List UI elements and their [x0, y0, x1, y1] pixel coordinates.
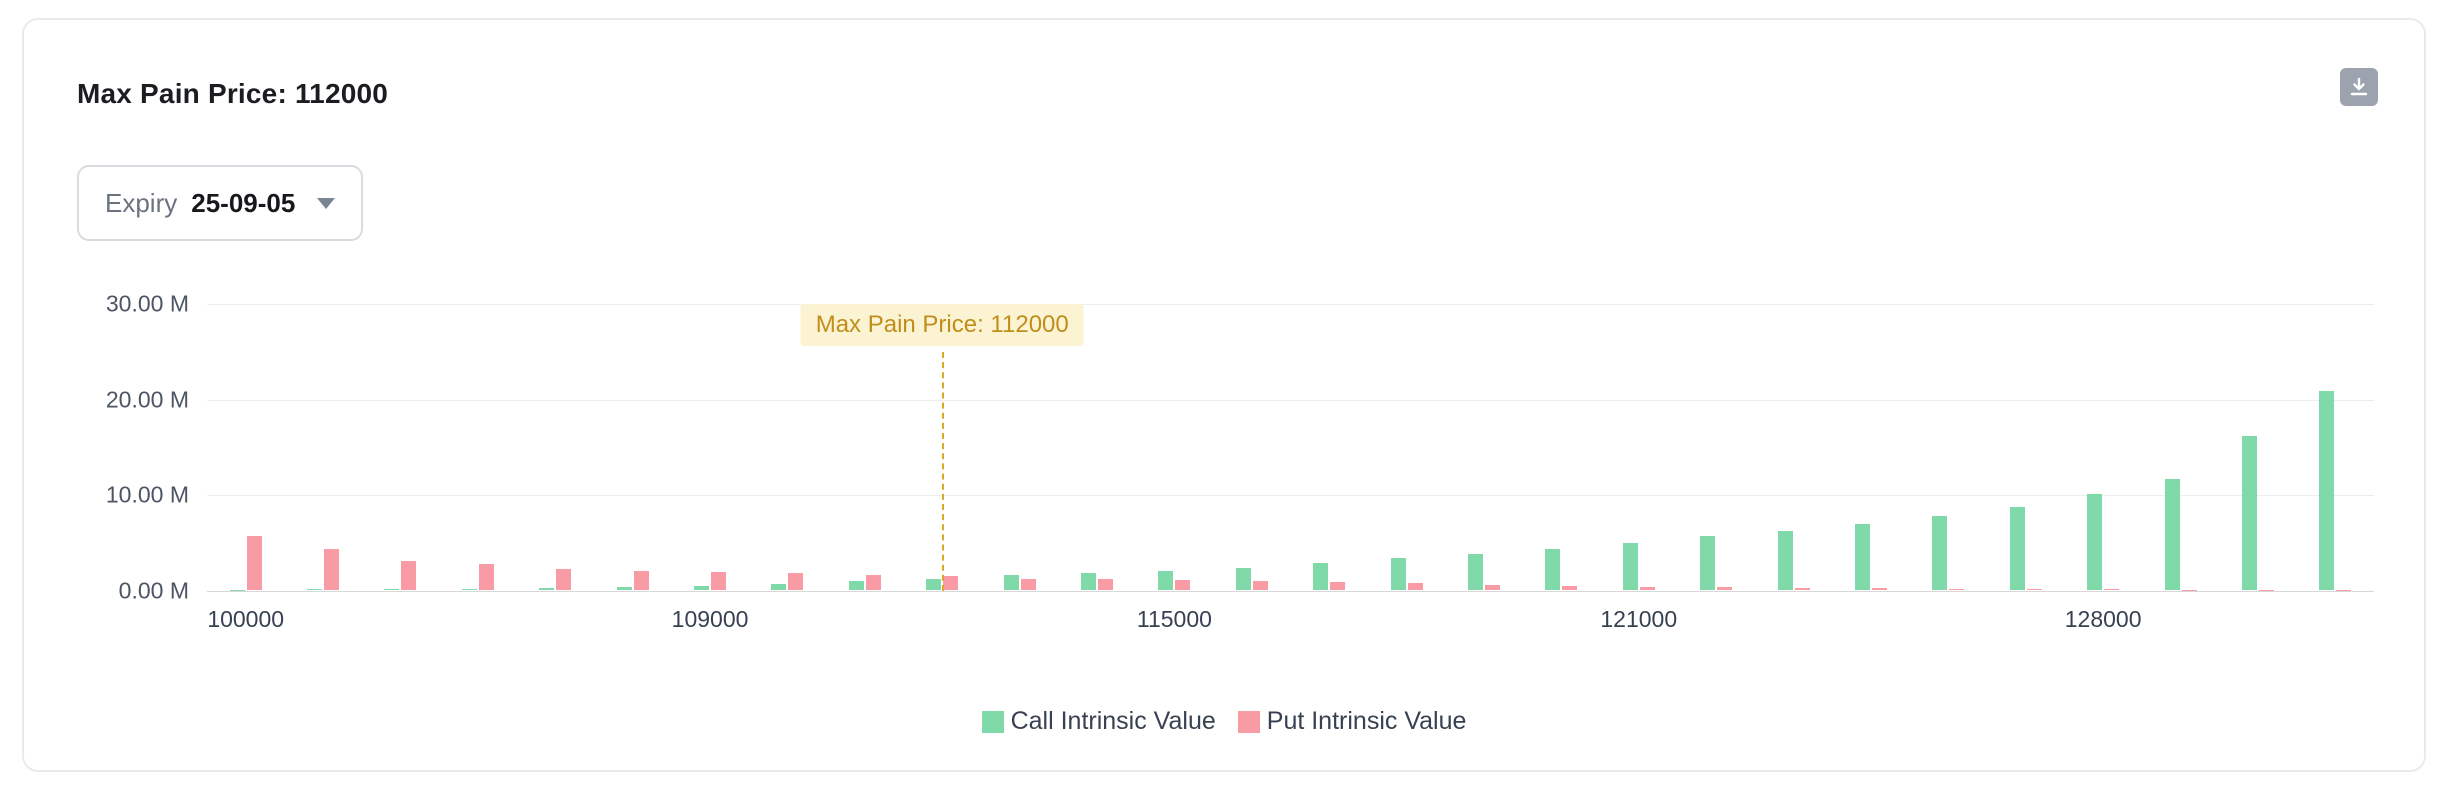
put-bar-110000[interactable]	[788, 572, 804, 590]
call-bar-104000[interactable]	[384, 589, 400, 590]
x-axis-tick-label: 128000	[2064, 606, 2142, 632]
call-bar-111000[interactable]	[848, 581, 864, 590]
call-bar-118000[interactable]	[1390, 558, 1406, 590]
call-bar-123000[interactable]	[1777, 530, 1793, 590]
put-bar-111000[interactable]	[865, 574, 881, 590]
call-bar-130000[interactable]	[2164, 479, 2180, 590]
max-pain-annotation: Max Pain Price: 112000	[800, 304, 1084, 346]
y-axis-tick-label: 10.00 M	[105, 481, 189, 508]
put-bar-116000[interactable]	[1252, 581, 1268, 590]
call-bar-110000[interactable]	[771, 584, 787, 590]
put-bar-128000[interactable]	[2104, 589, 2120, 590]
call-bar-109000[interactable]	[694, 586, 710, 590]
expiry-value: 25-09-05	[191, 187, 296, 218]
put-bar-102000[interactable]	[324, 548, 340, 590]
x-axis-tick-label: 115000	[1136, 606, 1212, 632]
y-axis-tick-label: 0.00 M	[118, 577, 189, 604]
download-button[interactable]	[2340, 68, 2378, 106]
call-bar-115000[interactable]	[1158, 570, 1174, 590]
gridline	[207, 495, 2374, 497]
expiry-select[interactable]: Expiry 25-09-05	[77, 165, 364, 241]
call-bar-128000[interactable]	[2087, 494, 2103, 590]
call-bar-120000[interactable]	[1545, 548, 1561, 590]
legend-swatch	[1237, 710, 1260, 733]
max-pain-line	[942, 352, 945, 591]
x-axis-tick-label: 109000	[671, 606, 749, 632]
put-bar-119000[interactable]	[1484, 585, 1500, 590]
call-bar-134000[interactable]	[2319, 391, 2335, 590]
put-bar-118000[interactable]	[1407, 583, 1423, 590]
legend-swatch	[981, 710, 1004, 733]
download-icon	[2350, 77, 2368, 96]
legend-item-call[interactable]: Call Intrinsic Value	[981, 707, 1216, 736]
put-bar-115000[interactable]	[1175, 580, 1191, 590]
put-bar-106000[interactable]	[478, 564, 494, 590]
call-bar-132000[interactable]	[2241, 435, 2257, 590]
put-bar-120000[interactable]	[1562, 586, 1578, 590]
chevron-down-icon	[317, 197, 336, 209]
legend-label: Put Intrinsic Value	[1266, 707, 1467, 735]
put-bar-122000[interactable]	[1717, 587, 1733, 590]
call-bar-106000[interactable]	[461, 588, 477, 590]
y-axis-tick-label: 30.00 M	[105, 290, 189, 317]
put-bar-125000[interactable]	[1949, 588, 1965, 590]
put-bar-107000[interactable]	[556, 568, 572, 590]
x-axis-tick-label: 121000	[1600, 606, 1678, 632]
gridline	[207, 304, 2374, 305]
put-bar-109000[interactable]	[711, 571, 727, 590]
put-bar-123000[interactable]	[1794, 587, 1810, 590]
call-bar-102000[interactable]	[307, 589, 323, 590]
put-bar-126000[interactable]	[2026, 589, 2042, 590]
call-bar-117000[interactable]	[1313, 563, 1329, 590]
legend-label: Call Intrinsic Value	[1010, 707, 1216, 735]
chart-legend: Call Intrinsic Value Put Intrinsic Value	[24, 707, 2424, 736]
call-bar-126000[interactable]	[2009, 506, 2025, 590]
put-bar-113000[interactable]	[1020, 578, 1036, 590]
call-bar-112000[interactable]	[926, 578, 942, 590]
put-bar-121000[interactable]	[1639, 586, 1655, 590]
put-bar-104000[interactable]	[401, 561, 417, 590]
call-bar-114000[interactable]	[1081, 572, 1097, 590]
call-bar-108000[interactable]	[616, 587, 632, 590]
plot-area: 0.00 M 10.00 M 20.00 M 30.00 M 100000 109000 1…	[106, 291, 2374, 632]
y-axis-tick-label: 20.00 M	[105, 386, 189, 413]
call-bar-121000[interactable]	[1622, 543, 1638, 590]
put-bar-112000[interactable]	[943, 575, 959, 590]
call-bar-125000[interactable]	[1932, 516, 1948, 590]
put-bar-124000[interactable]	[1871, 588, 1887, 590]
put-bar-117000[interactable]	[1330, 582, 1346, 590]
x-axis-tick-label: 100000	[207, 606, 285, 632]
call-bar-122000[interactable]	[1700, 536, 1716, 590]
put-bar-100000[interactable]	[246, 536, 262, 590]
call-bar-107000[interactable]	[539, 588, 555, 590]
put-bar-108000[interactable]	[633, 570, 649, 590]
call-bar-124000[interactable]	[1854, 524, 1870, 590]
call-bar-116000[interactable]	[1235, 568, 1251, 590]
gridline	[207, 399, 2374, 401]
page-title: Max Pain Price: 112000	[77, 78, 389, 109]
gridline	[207, 591, 2374, 592]
put-bar-114000[interactable]	[1098, 579, 1114, 590]
call-bar-119000[interactable]	[1467, 553, 1483, 590]
legend-item-put[interactable]: Put Intrinsic Value	[1237, 707, 1467, 736]
expiry-label: Expiry	[105, 187, 178, 218]
call-bar-113000[interactable]	[1003, 574, 1019, 590]
max-pain-card: Max Pain Price: 112000 Expiry 25-09-05 0…	[22, 18, 2426, 772]
